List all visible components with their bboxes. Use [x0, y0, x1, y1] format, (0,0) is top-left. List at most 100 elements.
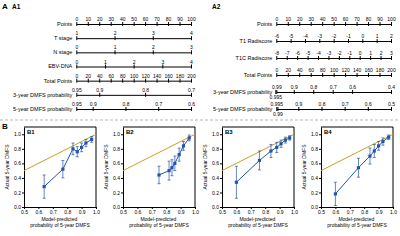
tick-label: 0.8 — [311, 146, 318, 152]
tick-label: 10 — [285, 16, 291, 22]
x-axis: 0.50.60.70.80.91.0 — [21, 207, 100, 215]
x-axis-title: Model-predicted probability of 5-year DM… — [327, 216, 387, 228]
tick-label: 0.6 — [332, 209, 339, 215]
tick: 10 — [285, 16, 291, 26]
tick-mark — [319, 134, 321, 135]
tick-label: -5 — [306, 50, 311, 56]
tick-label: 1.0 — [113, 131, 120, 137]
tick-label: 0.95 — [72, 101, 82, 107]
tick: 0.4 — [113, 175, 123, 181]
tick-mark — [380, 73, 381, 77]
tick-label: 0.4 — [212, 175, 219, 181]
x-axis-title-line: probability of 5-year DMFS — [129, 222, 189, 228]
marker — [288, 136, 291, 139]
tick-label: 160 — [164, 73, 173, 79]
tick: 70 — [354, 16, 360, 26]
tick-mark — [319, 178, 321, 179]
panel-title: B3 — [225, 129, 233, 135]
tick-mark — [105, 65, 106, 69]
tick-label: 2 — [152, 44, 155, 50]
tick: 0 — [75, 73, 78, 83]
error-cap — [280, 147, 283, 148]
tick: 0.5 — [219, 207, 226, 215]
tick: 0.8 — [14, 146, 24, 152]
panel-title: A2 — [212, 3, 221, 10]
line — [321, 134, 393, 170]
tick-mark — [88, 22, 89, 26]
tick-label: -8 — [275, 50, 280, 56]
tick-mark — [319, 192, 321, 193]
tick: 0 — [359, 50, 362, 60]
tick: 0.6 — [311, 160, 321, 166]
tick-label: -4 — [316, 50, 321, 56]
tick-label: 0.5 — [21, 209, 28, 215]
line — [159, 138, 189, 175]
marker — [387, 136, 390, 139]
tick-label: 0.6 — [35, 209, 42, 215]
tick-mark — [162, 65, 163, 69]
tick-label: 0.9 — [295, 101, 302, 107]
tick: 1.0 — [390, 207, 397, 215]
tick-label: 0.7 — [50, 209, 57, 215]
tick-mark — [76, 79, 77, 83]
error-cap — [43, 198, 46, 199]
tick: 0.9 — [277, 207, 284, 215]
nomogram-axis: -8-7-6-5-4-3-2-10123 — [275, 50, 394, 60]
tick-label: 0.2 — [14, 190, 21, 196]
tick: 80 — [166, 16, 172, 26]
marker — [275, 146, 278, 149]
tick-label: 0 — [275, 67, 278, 73]
tick-mark — [322, 22, 323, 26]
tick: 2 — [133, 59, 136, 69]
tick-label: 0.9 — [277, 209, 284, 215]
tick-label: 0.6 — [233, 209, 240, 215]
tick: 140 — [353, 67, 362, 77]
tick: 0.9 — [96, 87, 103, 97]
tick-mark — [345, 107, 346, 111]
tick-label: 0.6 — [188, 101, 195, 107]
tick: 0.8 — [142, 87, 149, 97]
tick-mark — [368, 22, 369, 26]
tick-label: 0.9 — [376, 209, 383, 215]
tick: -2 — [332, 33, 337, 43]
tick-label: 1.0 — [291, 209, 298, 215]
frame — [321, 127, 393, 128]
tick: 90 — [177, 16, 183, 26]
calibration-plot: 0.50.60.70.80.91.00.00.20.40.60.81.0B3Ac… — [202, 127, 298, 228]
row-label: N stage — [53, 49, 72, 55]
error-cap — [275, 152, 278, 153]
tick-label: 160 — [364, 67, 373, 73]
error-cap — [381, 137, 384, 138]
tick-label: 0.6 — [113, 160, 120, 166]
tick-label: 0 — [359, 50, 362, 56]
tick: 0.8 — [212, 146, 222, 152]
error-cap — [182, 141, 185, 142]
frame — [96, 127, 97, 207]
tick-mark — [319, 39, 320, 43]
tick: 1 — [369, 50, 372, 60]
tick-label: -1 — [348, 50, 353, 56]
tick-label: 0.9 — [79, 209, 86, 215]
row-label: 3-year DMFS probability — [213, 89, 273, 95]
tick-label: 0 — [75, 44, 78, 50]
row-label: T1 Radiscore — [240, 38, 273, 44]
tick-mark — [288, 73, 289, 77]
tick-label: -6 — [275, 33, 280, 39]
tick: 2 — [114, 30, 117, 40]
marks — [123, 134, 195, 183]
nomogram: A1PointsT stageN stageEBV-DNATotal Point… — [12, 3, 196, 112]
tick: 0.6 — [365, 101, 372, 111]
tick: 0.7 — [155, 101, 162, 111]
tick: 1 — [114, 44, 117, 54]
nomogram-axis: 01234 — [75, 59, 193, 69]
tick-label: 0.4 — [388, 84, 395, 90]
separator — [0, 120, 400, 121]
line — [236, 138, 289, 182]
error-cap — [173, 170, 176, 171]
tick-label: 0.99 — [272, 84, 282, 90]
tick-mark — [168, 22, 169, 26]
tick: 0.95 — [72, 87, 82, 97]
tick-mark — [368, 107, 369, 111]
tick: 1 — [104, 59, 107, 69]
tick-label: 60 — [343, 16, 349, 22]
